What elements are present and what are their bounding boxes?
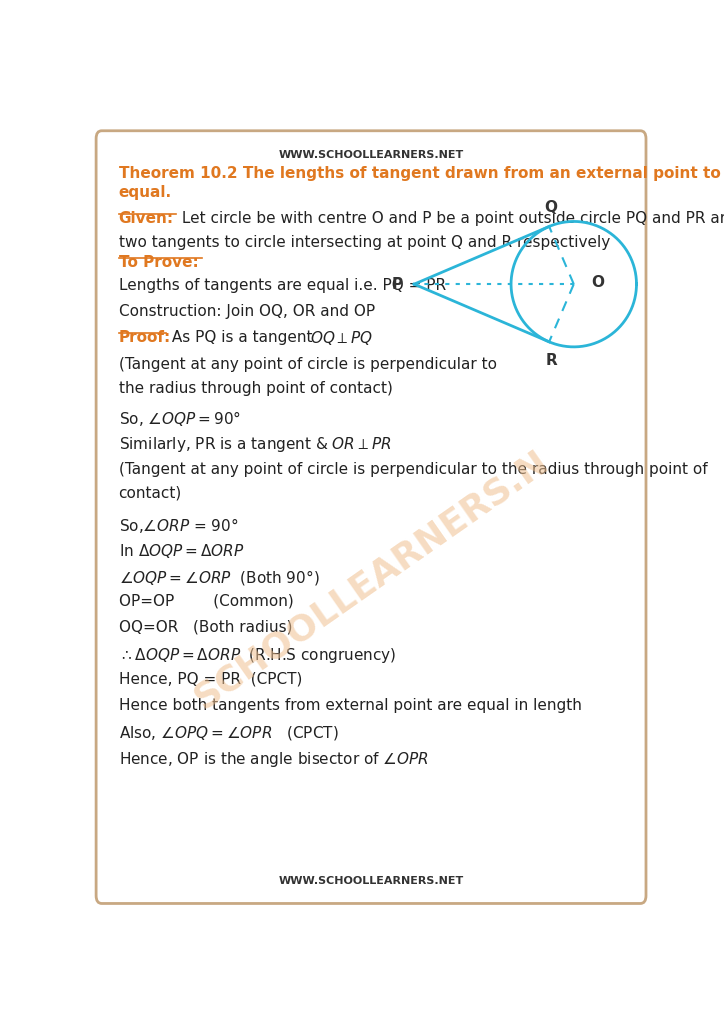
Text: WWW.SCHOOLLEARNERS.NET: WWW.SCHOOLLEARNERS.NET <box>279 877 463 886</box>
Text: R: R <box>545 353 557 369</box>
Text: To Prove:: To Prove: <box>119 255 198 270</box>
Text: the radius through point of contact): the radius through point of contact) <box>119 381 392 395</box>
Text: $\therefore \Delta OQP = \Delta ORP$  (R.H.S congruency): $\therefore \Delta OQP = \Delta ORP$ (R.… <box>119 646 396 665</box>
FancyBboxPatch shape <box>96 131 646 903</box>
Text: SCHOOLLEARNERS.N: SCHOOLLEARNERS.N <box>188 444 555 716</box>
Text: (Tangent at any point of circle is perpendicular to: (Tangent at any point of circle is perpe… <box>119 357 497 372</box>
Text: Hence, OP is the angle bisector of $\angle OPR$: Hence, OP is the angle bisector of $\ang… <box>119 750 429 769</box>
Text: Lengths of tangents are equal i.e. PQ = PR: Lengths of tangents are equal i.e. PQ = … <box>119 279 446 293</box>
Text: Construction: Join OQ, OR and OP: Construction: Join OQ, OR and OP <box>119 304 375 319</box>
Text: Hence, PQ = PR  (CPCT): Hence, PQ = PR (CPCT) <box>119 672 302 687</box>
Text: Hence both tangents from external point are equal in length: Hence both tangents from external point … <box>119 697 581 713</box>
Text: Similarly, PR is a tangent & $OR \perp PR$: Similarly, PR is a tangent & $OR \perp P… <box>119 435 391 454</box>
Text: P: P <box>392 276 403 292</box>
Text: $\angle OQP = \angle ORP$  (Both 90°): $\angle OQP = \angle ORP$ (Both 90°) <box>119 567 319 587</box>
Text: Given:: Given: <box>119 211 174 226</box>
Text: equal.: equal. <box>119 185 172 200</box>
Text: In $\Delta OQP = \Delta ORP$: In $\Delta OQP = \Delta ORP$ <box>119 542 244 559</box>
Text: So,$\angle ORP$ = 90°: So,$\angle ORP$ = 90° <box>119 515 238 535</box>
Text: Let circle be with centre O and P be a point outside circle PQ and PR are: Let circle be with centre O and P be a p… <box>177 211 724 226</box>
Text: $OQ \perp PQ$: $OQ \perp PQ$ <box>311 329 374 347</box>
Text: (Tangent at any point of circle is perpendicular to the radius through point of: (Tangent at any point of circle is perpe… <box>119 462 707 477</box>
Text: OP=OP        (Common): OP=OP (Common) <box>119 594 293 608</box>
Text: O: O <box>591 274 604 290</box>
Text: WWW.SCHOOLLEARNERS.NET: WWW.SCHOOLLEARNERS.NET <box>279 150 463 160</box>
Text: Also, $\angle OPQ = \angle OPR$   (CPCT): Also, $\angle OPQ = \angle OPR$ (CPCT) <box>119 724 338 741</box>
Text: OQ=OR   (Both radius): OQ=OR (Both radius) <box>119 620 292 635</box>
Text: Q: Q <box>544 200 557 215</box>
Text: As PQ is a tangent: As PQ is a tangent <box>167 331 318 345</box>
Text: Theorem 10.2 The lengths of tangent drawn from an external point to a circle are: Theorem 10.2 The lengths of tangent draw… <box>119 166 724 181</box>
Text: Proof:: Proof: <box>119 331 171 345</box>
Text: two tangents to circle intersecting at point Q and R respectively: two tangents to circle intersecting at p… <box>119 234 610 250</box>
Text: contact): contact) <box>119 485 182 501</box>
Text: So, $\angle OQP = 90°$: So, $\angle OQP = 90°$ <box>119 410 240 428</box>
